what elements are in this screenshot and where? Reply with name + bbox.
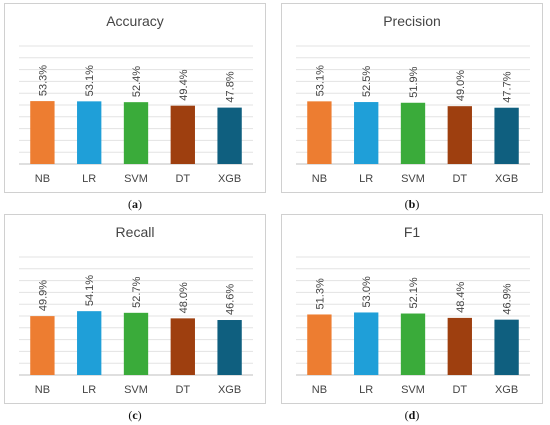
bar-svm	[123, 102, 149, 164]
bar-lr	[354, 312, 379, 375]
data-label: 49.4%	[178, 69, 190, 100]
panel-letter: c	[132, 408, 138, 422]
data-label: 46.6%	[225, 284, 237, 315]
category-label: DT	[175, 384, 190, 396]
bar-nb	[30, 101, 55, 164]
category-label: XGB	[218, 173, 241, 185]
bar-nb	[30, 316, 55, 375]
category-label: SVM	[401, 384, 425, 396]
category-label: NB	[312, 173, 327, 185]
category-label: DT	[452, 173, 467, 185]
category-label: XGB	[495, 384, 518, 396]
bar-dt	[447, 317, 472, 375]
category-label: SVM	[124, 173, 148, 185]
chart-panel-recall: Recall 49.9% NB 54.1% LR 52.7% SVM 48.0% DT 46.6%…	[4, 214, 266, 404]
panel-letter: a	[132, 197, 138, 211]
bar-xgb	[217, 320, 242, 375]
panel-label-a: (a)	[128, 197, 142, 211]
data-label: 54.1%	[84, 275, 96, 306]
bar-lr	[354, 102, 379, 164]
data-label: 52.1%	[408, 277, 420, 308]
category-label: SVM	[401, 173, 425, 185]
bar-lr	[77, 101, 102, 164]
data-label: 51.3%	[314, 278, 326, 309]
panel-label-b: (b)	[404, 197, 420, 211]
panel-label-d: (d)	[404, 408, 420, 422]
category-label: XGB	[218, 384, 241, 396]
category-label: DT	[452, 384, 467, 396]
chart-title: Accuracy	[106, 13, 164, 29]
category-label: XGB	[495, 173, 518, 185]
data-label: 51.9%	[408, 66, 420, 97]
data-label: 48.4%	[455, 281, 467, 312]
panel-letter: b	[408, 197, 416, 211]
bar-nb	[307, 101, 332, 164]
bar-svm	[123, 312, 149, 375]
data-label: 47.7%	[502, 71, 514, 102]
chart-svg: F1 51.3% NB 53.0% LR 52.1% SVM 48.4% DT 46.9% XGB	[296, 224, 530, 396]
data-label: 52.7%	[131, 276, 143, 307]
data-label: 46.9%	[502, 283, 514, 314]
data-label: 53.1%	[314, 65, 326, 96]
bar-svm	[400, 102, 426, 164]
bar-lr	[77, 311, 102, 375]
bar-xgb	[494, 107, 519, 164]
chart-svg: Recall 49.9% NB 54.1% LR 52.7% SVM 48.0% DT 46.6%…	[19, 224, 253, 396]
chart-title: Recall	[116, 224, 155, 240]
chart-svg: Precision 53.1% NB 52.5% LR 51.9% SVM 49.0% DT 47…	[296, 13, 530, 185]
category-label: LR	[82, 384, 96, 396]
bar-svm	[400, 313, 426, 375]
category-label: SVM	[124, 384, 148, 396]
bar-nb	[307, 314, 332, 375]
data-label: 52.4%	[131, 66, 143, 97]
category-label: NB	[35, 173, 50, 185]
data-label: 48.0%	[178, 282, 190, 313]
category-label: NB	[35, 384, 50, 396]
chart-panel-f1: F1 51.3% NB 53.0% LR 52.1% SVM 48.4% DT 46.9% XGB	[281, 214, 543, 404]
chart-svg: Accuracy 53.3% NB 53.1% LR 52.4% SVM 49.4% DT 47.…	[19, 13, 253, 185]
bar-xgb	[217, 107, 242, 164]
chart-panel-accuracy: Accuracy 53.3% NB 53.1% LR 52.4% SVM 49.4% DT 47.…	[4, 3, 266, 193]
data-label: 52.5%	[361, 66, 373, 97]
category-label: LR	[82, 173, 96, 185]
chart-title: Precision	[383, 13, 441, 29]
data-label: 47.8%	[225, 71, 237, 102]
data-label: 53.1%	[84, 65, 96, 96]
data-label: 49.9%	[37, 280, 49, 311]
bar-xgb	[494, 319, 519, 375]
bar-dt	[170, 105, 195, 164]
chart-panel-precision: Precision 53.1% NB 52.5% LR 51.9% SVM 49.0% DT 47…	[281, 3, 543, 193]
chart-title: F1	[404, 224, 421, 240]
data-label: 49.0%	[455, 70, 467, 101]
category-label: NB	[312, 384, 327, 396]
category-label: DT	[175, 173, 190, 185]
data-label: 53.0%	[361, 276, 373, 307]
panel-label-c: (c)	[128, 408, 142, 422]
panel-letter: d	[408, 408, 416, 422]
category-label: LR	[359, 173, 373, 185]
bar-dt	[170, 318, 195, 375]
bar-dt	[447, 106, 472, 164]
category-label: LR	[359, 384, 373, 396]
data-label: 53.3%	[37, 65, 49, 96]
